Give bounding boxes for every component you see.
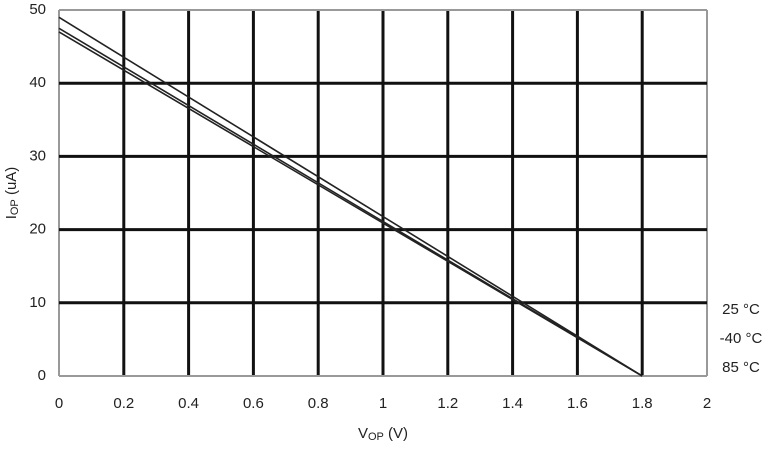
x-tick-label: 2 [703, 395, 711, 412]
series-line [58, 31, 643, 377]
x-tick-label: 1.4 [502, 395, 523, 412]
x-tick-label: 0.8 [308, 395, 329, 412]
y-axis-label: IOP (uA) [3, 167, 21, 220]
y-label-rest: (uA) [3, 167, 20, 200]
x-tick-label: 0.2 [113, 395, 134, 412]
y-tick-label: 20 [29, 221, 46, 238]
x-label-main: V [358, 425, 368, 442]
grid [58, 9, 708, 377]
y-tick-label: 10 [29, 294, 46, 311]
x-tick-label: 0 [55, 395, 63, 412]
legend-label: -40 °C [720, 330, 763, 347]
x-axis-label: VOP (V) [358, 425, 408, 443]
y-tick-label: 30 [29, 147, 46, 164]
y-label-sub: OP [9, 199, 21, 215]
legend-label: 85 °C [722, 359, 760, 376]
y-tick-label: 50 [29, 1, 46, 18]
x-tick-label: 1 [379, 395, 387, 412]
y-tick-label: 0 [38, 367, 46, 384]
series-line [58, 16, 643, 377]
y-tick-label: 40 [29, 74, 46, 91]
legend-label: 25 °C [722, 301, 760, 318]
y-label-main: I [3, 215, 20, 219]
x-tick-label: 1.2 [437, 395, 458, 412]
x-tick-label: 1.6 [567, 395, 588, 412]
x-label-sub: OP [368, 431, 384, 443]
x-label-rest: (V) [384, 425, 408, 442]
x-tick-label: 0.4 [178, 395, 199, 412]
x-tick-label: 0.6 [243, 395, 264, 412]
lines [58, 16, 643, 377]
x-tick-label: 1.8 [632, 395, 653, 412]
